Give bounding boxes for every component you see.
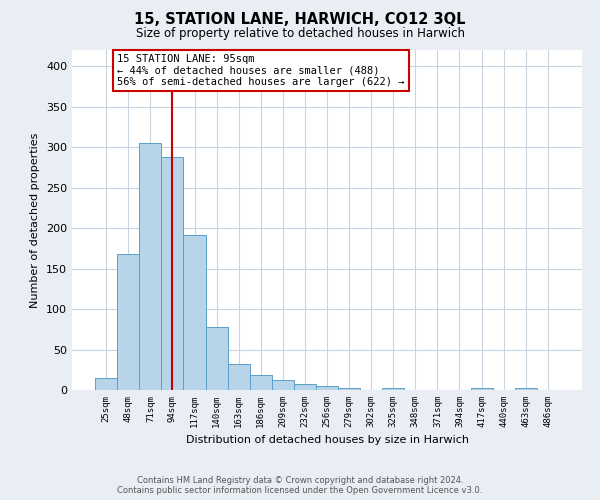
Bar [470,388,493,390]
Text: 15, STATION LANE, HARWICH, CO12 3QL: 15, STATION LANE, HARWICH, CO12 3QL [134,12,466,28]
Bar [161,157,184,390]
Y-axis label: Number of detached properties: Number of detached properties [31,132,40,308]
Bar [382,388,404,390]
Bar [227,364,250,390]
Bar [515,388,537,390]
Text: Contains HM Land Registry data © Crown copyright and database right 2024.
Contai: Contains HM Land Registry data © Crown c… [118,476,482,495]
Bar [294,384,316,390]
Bar [316,386,338,390]
Text: Size of property relative to detached houses in Harwich: Size of property relative to detached ho… [136,28,464,40]
X-axis label: Distribution of detached houses by size in Harwich: Distribution of detached houses by size … [185,436,469,446]
Bar [95,378,117,390]
Bar [184,234,206,390]
Bar [117,254,139,390]
Bar [139,143,161,390]
Text: 15 STATION LANE: 95sqm
← 44% of detached houses are smaller (488)
56% of semi-de: 15 STATION LANE: 95sqm ← 44% of detached… [117,54,405,87]
Bar [272,380,294,390]
Bar [206,327,227,390]
Bar [250,374,272,390]
Bar [338,388,360,390]
